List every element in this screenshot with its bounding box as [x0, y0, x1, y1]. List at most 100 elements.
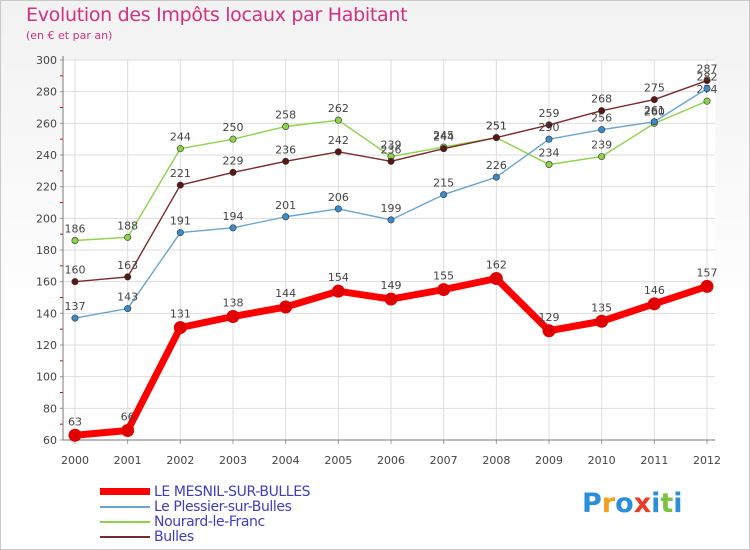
data-label: 221	[170, 167, 191, 180]
data-point	[282, 123, 290, 131]
data-label: 146	[644, 284, 665, 297]
legend-label: Bulles	[154, 528, 194, 545]
data-label: 226	[486, 159, 507, 172]
y-tick-label: 100	[36, 371, 57, 384]
chart-title: Evolution des Impôts locaux par Habitant	[26, 4, 408, 26]
data-point	[703, 77, 711, 85]
y-tick-label: 160	[36, 276, 57, 289]
y-tick-label: 120	[36, 339, 57, 352]
data-point	[71, 314, 79, 322]
data-point	[598, 126, 606, 134]
data-label: 191	[170, 215, 191, 228]
data-label: 268	[591, 93, 612, 106]
y-tick-label: 300	[36, 54, 57, 67]
data-point	[387, 216, 395, 224]
data-point	[545, 161, 553, 169]
logo-letter: P	[582, 488, 602, 519]
data-point	[384, 292, 398, 306]
data-label: 262	[328, 102, 349, 115]
y-tick-label: 260	[36, 117, 57, 130]
data-point	[650, 96, 658, 104]
y-tick-label: 60	[43, 434, 57, 447]
data-point	[334, 148, 342, 156]
data-point	[492, 173, 500, 181]
data-label: 143	[117, 291, 138, 304]
data-point	[703, 97, 711, 105]
data-label: 157	[697, 266, 718, 279]
data-point	[124, 305, 132, 313]
chart-subtitle: (en € et par an)	[26, 29, 113, 42]
data-point	[282, 213, 290, 221]
legend-item: Le Plessier-sur-Bulles	[100, 499, 310, 515]
data-label: 239	[381, 139, 402, 152]
data-label: 251	[486, 120, 507, 133]
data-label: 261	[644, 104, 665, 117]
data-point	[229, 168, 237, 176]
data-label: 186	[65, 223, 86, 236]
logo-letter: i	[651, 488, 661, 519]
data-label: 135	[591, 301, 612, 314]
data-label: 236	[381, 143, 402, 156]
y-tick-label: 240	[36, 149, 57, 162]
proxiti-logo: Proxiti	[582, 488, 683, 519]
data-label: 154	[328, 271, 349, 284]
data-point	[124, 273, 132, 281]
data-point	[598, 107, 606, 115]
data-point	[545, 121, 553, 129]
y-tick-label: 180	[36, 244, 57, 257]
data-point	[542, 324, 556, 338]
y-tick-label: 220	[36, 181, 57, 194]
data-point	[229, 224, 237, 232]
legend-item: Bulles	[100, 528, 310, 545]
data-point	[650, 118, 658, 126]
data-label: 206	[328, 191, 349, 204]
y-tick-label: 280	[36, 86, 57, 99]
x-tick-label: 2003	[219, 454, 247, 467]
data-point	[121, 424, 135, 437]
x-tick-label: 2011	[640, 454, 668, 467]
legend-label: LE MESNIL-SUR-BULLES	[154, 483, 311, 500]
data-label: 236	[275, 143, 296, 156]
x-tick-label: 2005	[324, 454, 352, 467]
data-label: 256	[591, 112, 612, 125]
data-point	[71, 278, 79, 286]
data-label: 259	[539, 107, 560, 120]
legend-swatch	[100, 535, 150, 538]
logo-letter: i	[673, 488, 683, 519]
data-label: 275	[644, 82, 665, 95]
data-label: 244	[170, 131, 191, 144]
data-label: 63	[68, 415, 82, 428]
legend-item: LE MESNIL-SUR-BULLES	[100, 483, 311, 500]
data-label: 260	[644, 105, 665, 118]
data-label: 66	[121, 411, 135, 424]
data-label: 194	[223, 210, 244, 223]
data-label: 163	[117, 259, 138, 272]
data-label: 137	[65, 300, 86, 313]
data-label: 239	[591, 139, 612, 152]
data-point	[489, 272, 503, 285]
data-point	[598, 153, 606, 161]
data-label: 287	[697, 63, 718, 76]
data-point	[331, 284, 345, 298]
data-label: 245	[433, 129, 454, 142]
data-point	[440, 145, 448, 153]
legend-swatch	[100, 488, 150, 495]
data-point	[176, 145, 184, 153]
data-label: 242	[328, 134, 349, 147]
data-point	[334, 205, 342, 213]
y-tick-label: 140	[36, 307, 57, 320]
logo-letter: o	[615, 488, 634, 519]
data-label: 131	[170, 308, 191, 321]
data-label: 138	[223, 297, 244, 310]
data-label: 244	[433, 131, 454, 144]
x-tick-label: 2007	[430, 454, 458, 467]
logo-letter: x	[633, 488, 652, 519]
data-point	[437, 283, 451, 297]
data-label: 258	[275, 109, 296, 122]
data-label: 251	[486, 120, 507, 133]
x-tick-label: 2000	[61, 454, 89, 467]
x-tick-label: 2004	[272, 454, 300, 467]
data-label: 234	[539, 147, 560, 160]
x-tick-label: 2009	[535, 454, 563, 467]
data-point	[595, 314, 609, 328]
